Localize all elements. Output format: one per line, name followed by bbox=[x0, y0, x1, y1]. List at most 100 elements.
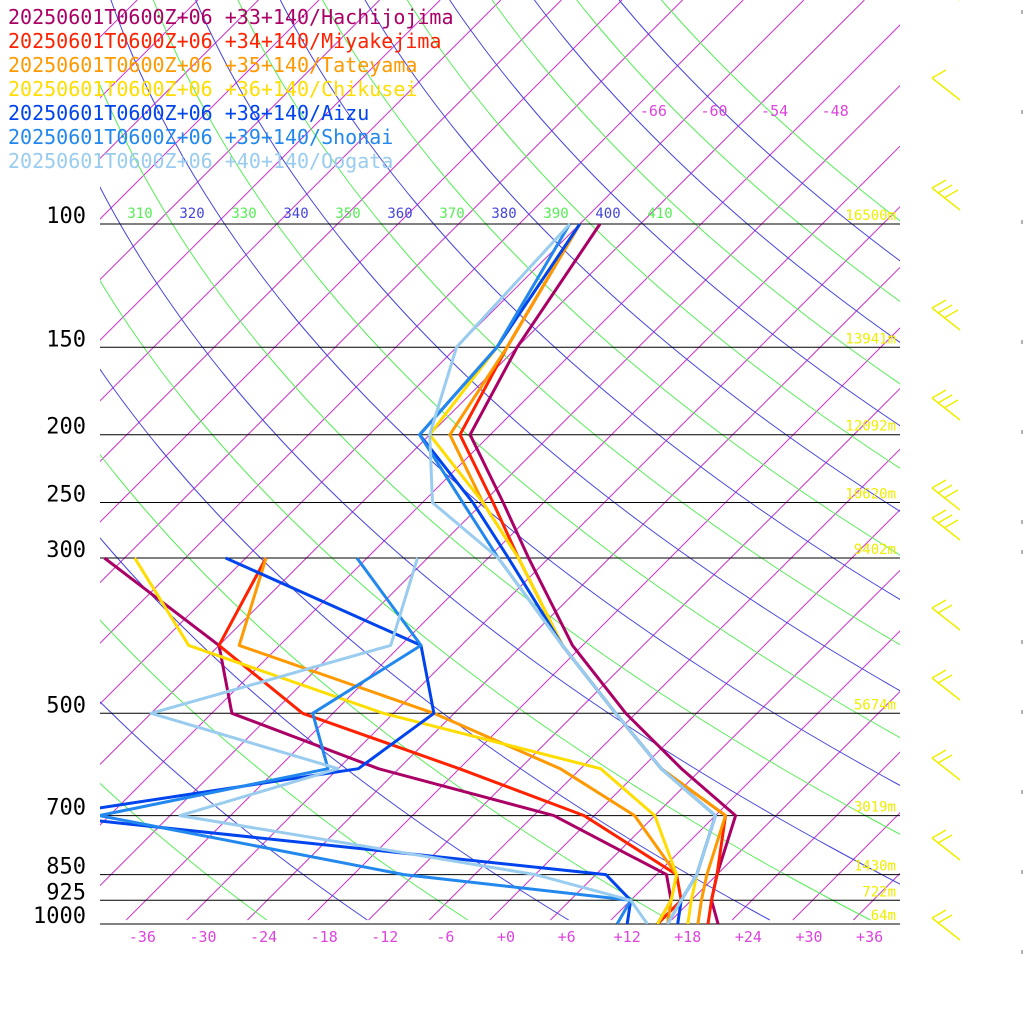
isotherm-line bbox=[186, 206, 900, 921]
background-grid bbox=[100, 0, 1024, 921]
legend-entry: 20250601T0600Z+06 +40+140/Oogata bbox=[8, 149, 393, 173]
isotherm-line bbox=[100, 0, 441, 341]
theta-line bbox=[152, 0, 900, 739]
height-label: 5674m bbox=[854, 697, 896, 713]
pressure-label: 300 bbox=[46, 538, 86, 563]
wind-barb bbox=[931, 389, 1023, 434]
theta-label: 320 bbox=[179, 206, 204, 222]
height-label: 722m bbox=[862, 884, 896, 900]
theta-line bbox=[279, 0, 900, 601]
isotherm-line bbox=[100, 0, 259, 160]
temperature-profile bbox=[428, 222, 717, 924]
wind-barb bbox=[931, 299, 1023, 344]
isotherm-top-label: -48 bbox=[822, 102, 849, 120]
isotherm-line bbox=[975, 0, 1024, 920]
isotherm-line bbox=[489, 509, 900, 921]
isotherm-line bbox=[100, 0, 865, 766]
dewpoint-profile bbox=[149, 557, 649, 924]
wind-barb bbox=[931, 599, 1023, 644]
theta-label: 330 bbox=[231, 206, 256, 222]
wind-barb bbox=[931, 749, 1023, 794]
theta-line bbox=[100, 368, 771, 921]
temperature-tick-label: -24 bbox=[250, 928, 277, 946]
wind-barb bbox=[931, 829, 1023, 874]
pressure-label: 100 bbox=[46, 204, 86, 229]
theta-line bbox=[449, 0, 900, 427]
isotherm-line bbox=[100, 24, 900, 826]
pressure-label: 925 bbox=[46, 880, 86, 905]
isotherm-line bbox=[671, 690, 900, 921]
wind-barb bbox=[958, 0, 1023, 14]
theta-label: 350 bbox=[335, 206, 360, 222]
wind-barbs bbox=[931, 0, 1023, 954]
theta-label: 400 bbox=[595, 206, 620, 222]
theta-line bbox=[100, 279, 871, 921]
theta-line bbox=[661, 0, 900, 222]
wind-barb bbox=[931, 669, 1023, 714]
theta-line bbox=[100, 537, 569, 921]
isotherm-line bbox=[550, 569, 900, 921]
isotherm-line bbox=[100, 0, 380, 281]
dewpoint-profile bbox=[100, 557, 633, 924]
theta-label: 310 bbox=[127, 206, 152, 222]
sounding-profiles bbox=[100, 222, 738, 924]
isotherm-line bbox=[100, 0, 320, 220]
temperature-tick-label: -30 bbox=[189, 928, 216, 946]
isotherm-top-label: -54 bbox=[761, 102, 788, 120]
temperature-tick-label: -36 bbox=[129, 928, 156, 946]
temperature-tick-label: -18 bbox=[311, 928, 338, 946]
theta-label: 370 bbox=[439, 206, 464, 222]
wind-barb bbox=[931, 909, 1023, 954]
isotherm-top-label: -60 bbox=[700, 102, 727, 120]
theta-label: 390 bbox=[543, 206, 568, 222]
height-label: 13941m bbox=[845, 331, 896, 347]
temperature-tick-label: -12 bbox=[371, 928, 398, 946]
dewpoint-profile bbox=[103, 556, 673, 924]
theta-line bbox=[195, 0, 900, 692]
theta-line bbox=[100, 186, 900, 885]
dewpoint-profile bbox=[217, 557, 683, 924]
isotherm-line bbox=[100, 0, 744, 644]
theta-line bbox=[322, 0, 900, 556]
wind-barb bbox=[931, 509, 1023, 554]
axis-labels: 100 16500m 150 13941m 200 12092m 250 10620m 300 9… bbox=[33, 102, 896, 946]
theta-label: 410 bbox=[647, 206, 672, 222]
pressure-label: 150 bbox=[46, 327, 86, 352]
theta-line bbox=[100, 619, 469, 921]
isotherm-line bbox=[853, 872, 900, 921]
height-label: 9402m bbox=[854, 542, 896, 558]
legend-entry: 20250601T0600Z+06 +38+140/Aizu bbox=[8, 101, 369, 125]
temperature-tick-label: +6 bbox=[558, 928, 576, 946]
pressure-label: 500 bbox=[46, 693, 86, 718]
legend-entry: 20250601T0600Z+06 +33+140/Hachijojima bbox=[8, 5, 454, 29]
isotherm-line bbox=[792, 812, 900, 921]
theta-line bbox=[576, 0, 900, 303]
pressure-label: 1000 bbox=[33, 904, 86, 929]
theta-line bbox=[364, 0, 900, 512]
theta-line bbox=[406, 0, 900, 469]
theta-line bbox=[100, 83, 900, 835]
isotherm-top-label: -66 bbox=[640, 102, 667, 120]
legend-entry: 20250601T0600Z+06 +34+140/Miyakejima bbox=[8, 29, 441, 53]
theta-line bbox=[100, 453, 670, 921]
isotherm-line bbox=[247, 266, 900, 921]
height-label: 10620m bbox=[845, 487, 896, 503]
wind-barb bbox=[931, 69, 1023, 114]
pressure-label: 700 bbox=[46, 796, 86, 821]
theta-line bbox=[618, 0, 900, 262]
height-label: 12092m bbox=[845, 419, 896, 435]
legend-entry: 20250601T0600Z+06 +36+140/Chikusei bbox=[8, 77, 417, 101]
wind-barb bbox=[931, 479, 1023, 524]
isotherm-line bbox=[368, 387, 900, 921]
theta-line bbox=[237, 0, 900, 646]
legend: 20250601T0600Z+06 +33+140/Hachijojima202… bbox=[8, 5, 454, 173]
isotherm-line bbox=[100, 84, 900, 887]
temperature-tick-label: -6 bbox=[436, 928, 454, 946]
pressure-label: 250 bbox=[46, 483, 86, 508]
legend-entry: 20250601T0600Z+06 +35+140/Tateyama bbox=[8, 53, 417, 77]
isotherm-line bbox=[307, 327, 900, 921]
theta-line bbox=[491, 0, 900, 385]
isotherm-line bbox=[100, 0, 562, 463]
temperature-tick-label: +18 bbox=[674, 928, 701, 946]
